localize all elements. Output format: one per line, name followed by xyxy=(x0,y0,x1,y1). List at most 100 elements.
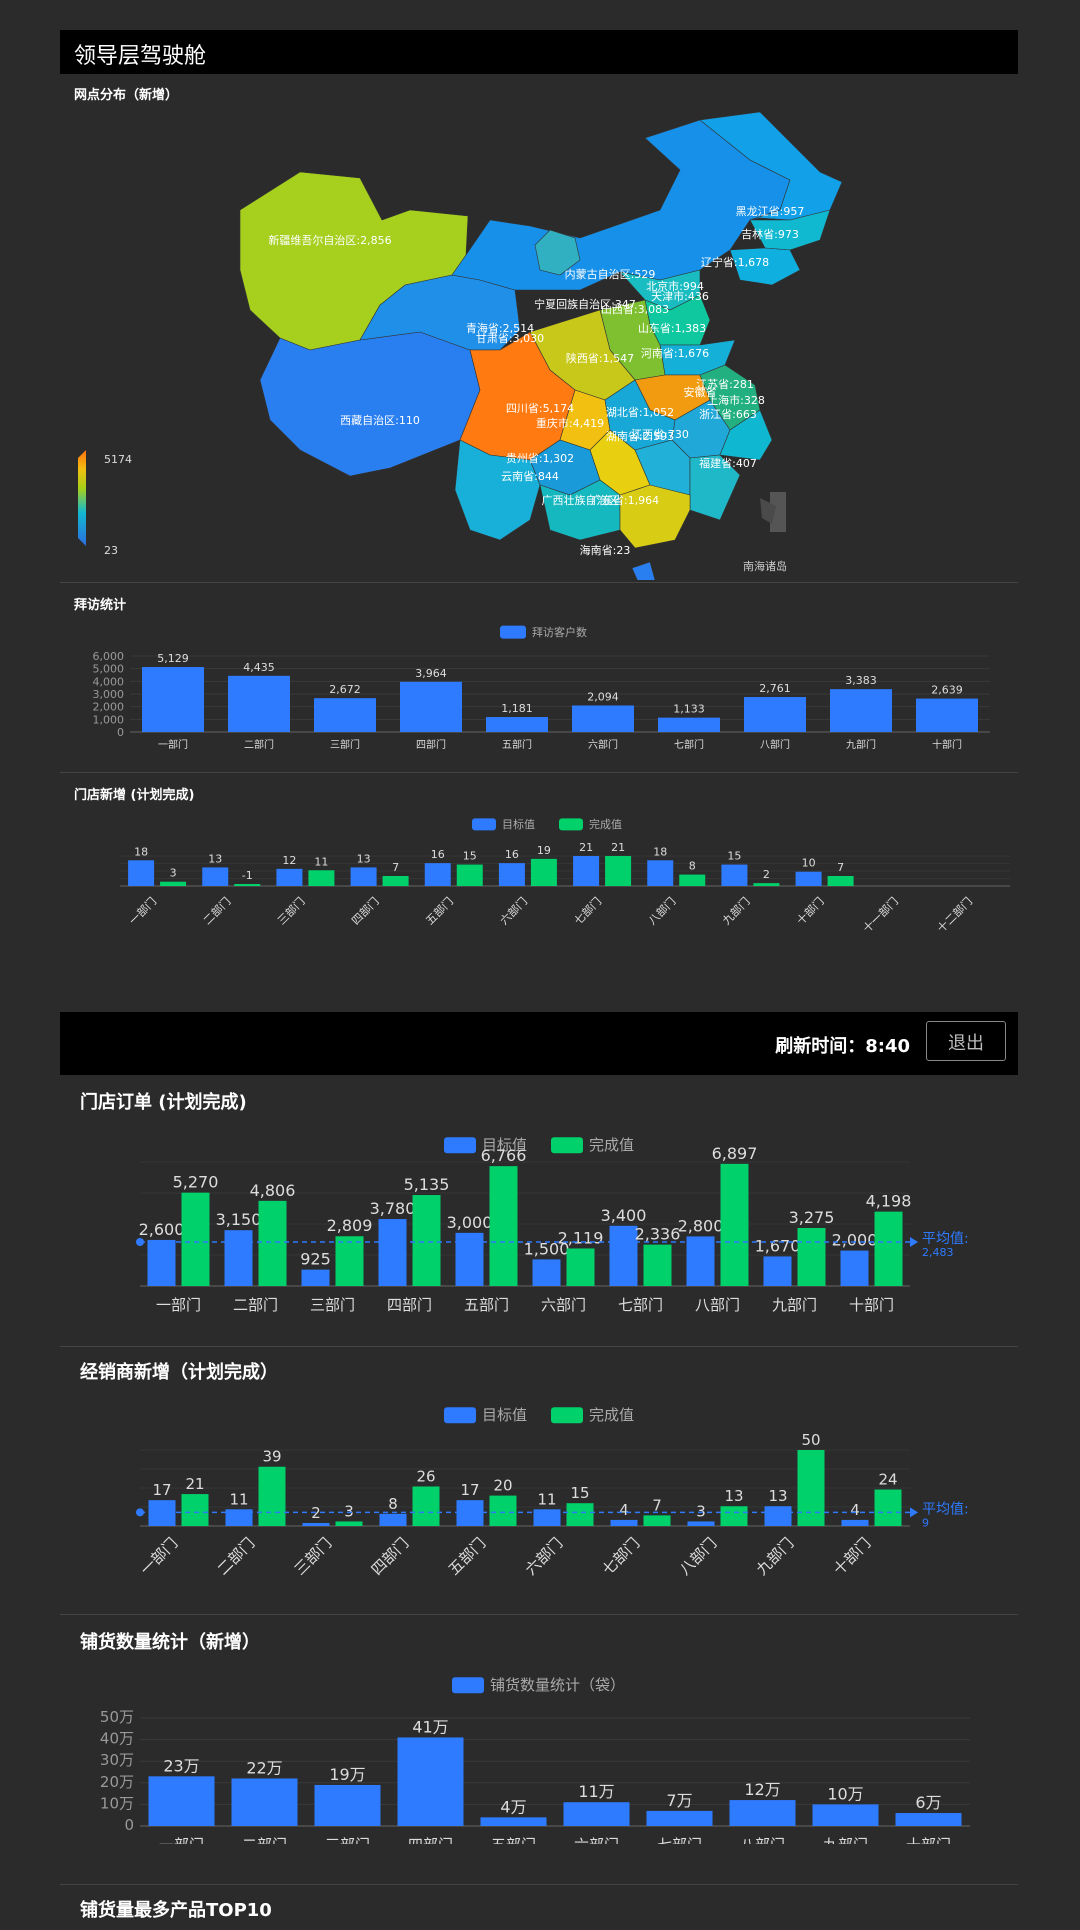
bar-value-label: 1,500 xyxy=(524,1239,570,1258)
bar xyxy=(489,1495,517,1526)
legend-swatch xyxy=(559,818,583,831)
y-tick-label: 20万 xyxy=(100,1773,134,1791)
legend-swatch xyxy=(551,1137,583,1154)
x-tick-label: 四部门 xyxy=(368,1534,413,1579)
bar-value-label: 3,150 xyxy=(216,1210,262,1229)
refresh-time: 8:40 xyxy=(865,1036,910,1057)
bar xyxy=(142,667,204,732)
legend-swatch xyxy=(500,625,526,639)
bar-value-label: 26 xyxy=(416,1467,435,1485)
x-tick-label: 二部门 xyxy=(233,1296,278,1314)
bar xyxy=(841,1519,869,1526)
china-map[interactable]: 南海诸岛 新疆维吾尔自治区:2,856 西藏自治区:110 黑龙江省:957 吉林省:9… xyxy=(60,100,1018,580)
bar-value-label: 1,133 xyxy=(673,703,705,716)
x-tick-label: 九部门 xyxy=(753,1534,798,1579)
bar xyxy=(228,675,290,732)
province-label: 黑龙江省:957 xyxy=(736,205,805,218)
legend-swatch xyxy=(444,1407,476,1424)
province-shape xyxy=(454,439,541,541)
bar xyxy=(643,1515,671,1526)
bar-value-label: 5,129 xyxy=(157,652,189,665)
bar-value-label: 3 xyxy=(170,867,177,880)
x-tick-label: 一部门 xyxy=(137,1534,182,1579)
legend-swatch xyxy=(472,818,496,831)
province-label: 湖南省:2,593 xyxy=(606,430,674,443)
store-new-section-title: 门店新增 (计划完成) xyxy=(74,788,195,803)
bar-value-label: 12 xyxy=(282,854,296,867)
visit-section-title: 拜访统计 xyxy=(74,598,127,613)
bar-value-label: 925 xyxy=(300,1250,331,1269)
x-tick-label: 八部门 xyxy=(760,738,790,751)
x-tick-label: 九部门 xyxy=(772,1296,817,1314)
bar-value-label: 15 xyxy=(463,850,477,863)
bar xyxy=(456,1500,484,1526)
province-label: 山东省:1,383 xyxy=(638,322,706,335)
province-label: 北京市:994 xyxy=(646,279,704,293)
bar xyxy=(379,1513,407,1526)
x-tick-label: 七部门 xyxy=(571,894,604,927)
bar xyxy=(647,860,674,886)
bar xyxy=(830,689,892,732)
x-tick-label: 六部门 xyxy=(497,894,530,927)
visual-map-min: 23 xyxy=(104,544,118,557)
bar-value-label: 7万 xyxy=(666,1791,692,1810)
bar-value-label: 18 xyxy=(134,845,148,858)
refresh-label: 刷新时间： xyxy=(775,1036,866,1057)
x-tick-label: 一部门 xyxy=(156,1296,201,1314)
bar-value-label: 12万 xyxy=(744,1780,780,1799)
bar-value-label: 2,600 xyxy=(139,1220,185,1239)
bar xyxy=(566,1248,595,1286)
bar xyxy=(258,1200,287,1286)
bar xyxy=(314,698,376,732)
bar-value-label: 3 xyxy=(696,1502,706,1520)
bar-value-label: 21 xyxy=(185,1475,204,1493)
x-tick-label: 八部门 xyxy=(695,1296,740,1314)
bar-value-label: 13 xyxy=(768,1487,787,1505)
province-shape xyxy=(259,331,481,477)
y-tick-label: 50万 xyxy=(100,1708,134,1726)
x-tick-label: 一部门 xyxy=(159,1836,204,1844)
province-label: 江西省:730 xyxy=(631,428,689,441)
bar-value-label: 2,672 xyxy=(329,683,361,696)
x-tick-label: 一部门 xyxy=(158,738,188,751)
y-tick-label: 4,000 xyxy=(93,675,125,688)
province-label: 内蒙古自治区:529 xyxy=(565,267,656,281)
taiwan-shape xyxy=(770,492,786,532)
bar-value-label: 2,639 xyxy=(931,684,963,697)
bar xyxy=(231,1778,298,1826)
bar-value-label: 3 xyxy=(344,1502,354,1520)
bar-value-label: 17 xyxy=(460,1481,479,1499)
avg-line-arrow xyxy=(910,1507,918,1518)
y-tick-label: 5,000 xyxy=(93,663,125,676)
legend-label: 完成值 xyxy=(589,1136,634,1154)
province-label: 浙江省:663 xyxy=(699,408,757,421)
store-order-chart: 目标值 完成值 2,600 5,270 一部门 3,150 4,806 二部门 925 2,809… xyxy=(136,1136,969,1314)
province-label: 新疆维吾尔自治区:2,856 xyxy=(268,233,391,247)
bar xyxy=(160,881,187,886)
x-tick-label: 五部门 xyxy=(464,1296,509,1314)
x-tick-label: 六部门 xyxy=(541,1296,586,1314)
logout-button[interactable]: 退出 xyxy=(926,1021,1006,1061)
map-section-title: 网点分布（新增） xyxy=(74,88,179,103)
x-tick-label: 三部门 xyxy=(291,1534,336,1579)
bar xyxy=(224,1230,253,1286)
x-tick-label: 三部门 xyxy=(330,738,360,751)
bar xyxy=(148,1500,176,1526)
legend-label: 完成值 xyxy=(589,1406,634,1424)
bar-value-label: 11 xyxy=(537,1490,556,1508)
legend-swatch xyxy=(551,1407,583,1424)
y-tick-label: 1,000 xyxy=(93,713,125,726)
province-label: 广西壮族自治区 xyxy=(542,493,619,507)
bar-value-label: 8 xyxy=(388,1495,398,1513)
province-shape xyxy=(534,229,581,276)
province-shape xyxy=(631,561,656,580)
south-sea-label: 南海诸岛 xyxy=(743,559,787,573)
bar-value-label: 23万 xyxy=(163,1756,199,1775)
province-label: 宁夏回族自治区:347 xyxy=(534,297,636,311)
y-tick-label: 40万 xyxy=(100,1730,134,1748)
x-tick-label: 一部门 xyxy=(126,894,159,927)
x-tick-label: 六部门 xyxy=(574,1836,619,1844)
bar-value-label: 20 xyxy=(493,1477,512,1495)
x-tick-label: 四部门 xyxy=(387,1296,432,1314)
